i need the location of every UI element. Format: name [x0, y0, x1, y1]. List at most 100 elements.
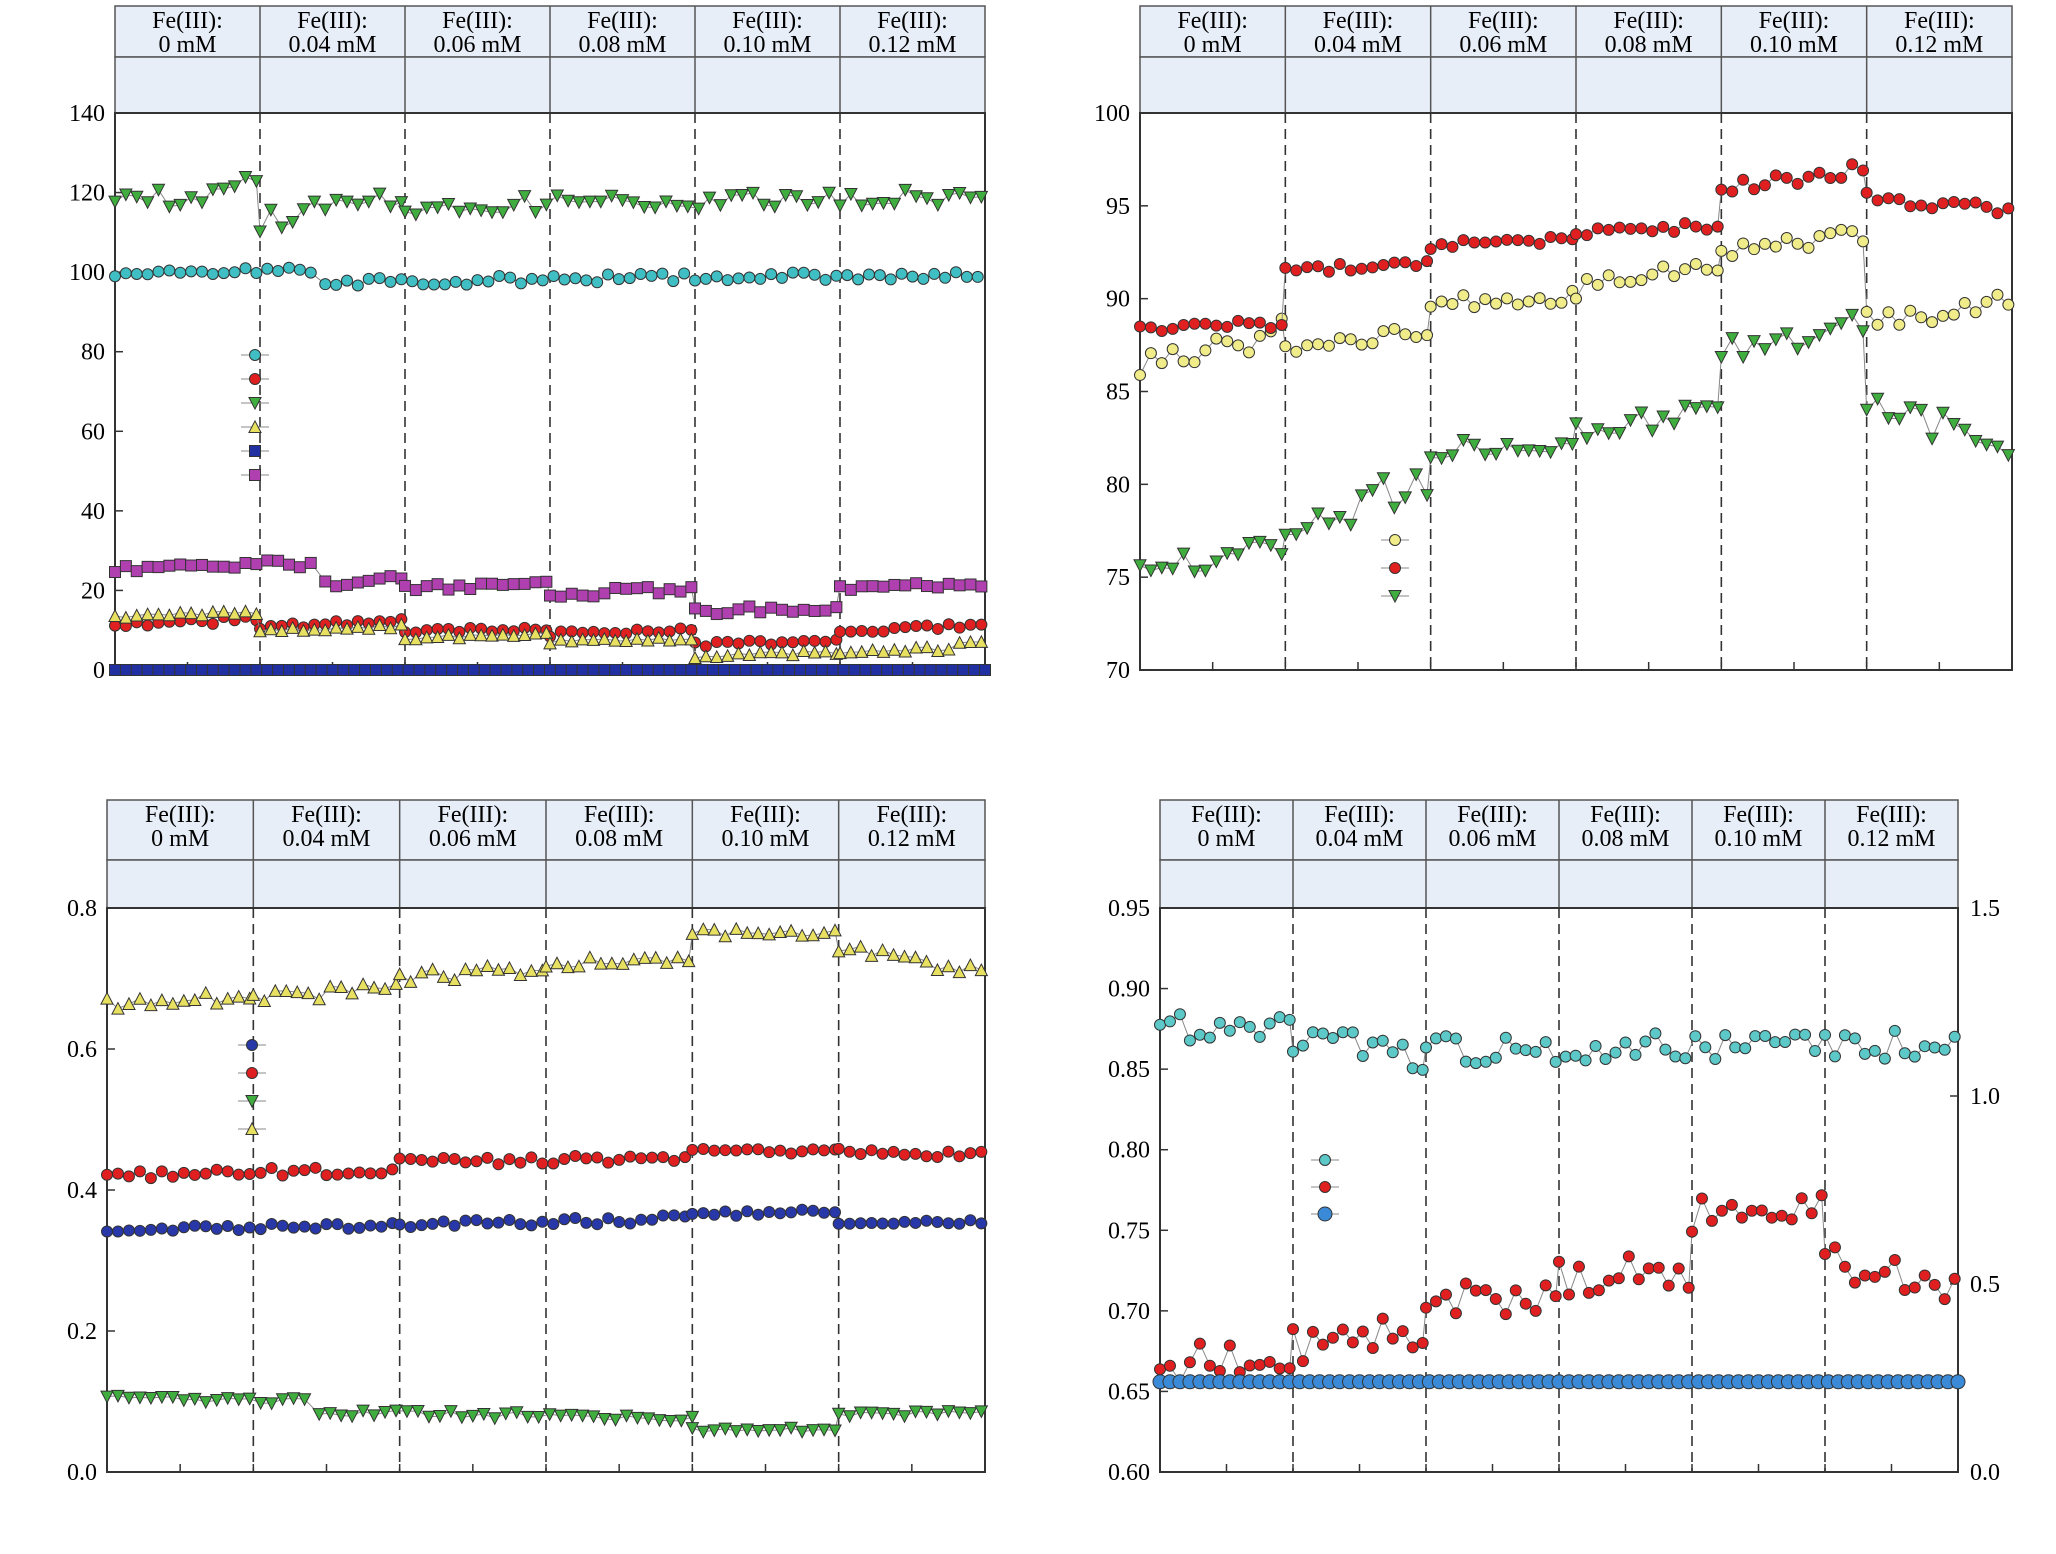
- condition-label: Fe(III): 0.12 mM: [1895, 8, 1983, 58]
- data-point: [378, 981, 392, 995]
- data-point: [1957, 423, 1972, 437]
- data-point: [707, 1424, 722, 1438]
- data-point: [1396, 1038, 1409, 1051]
- data-point: [447, 972, 462, 987]
- data-point: [811, 196, 826, 210]
- data-point: [331, 1168, 344, 1181]
- data-point: [1715, 183, 1728, 196]
- data-point: [119, 664, 132, 676]
- data-point: [144, 1172, 157, 1185]
- condition-label: Fe(III): 0.12 mM: [868, 8, 956, 58]
- data-point: [1365, 484, 1380, 498]
- data-point: [118, 188, 133, 202]
- data-point: [480, 958, 495, 972]
- data-point: [743, 634, 756, 647]
- data-point: [897, 1410, 912, 1424]
- data-point: [1511, 234, 1524, 247]
- data-point: [953, 1150, 966, 1163]
- data-point: [1689, 220, 1702, 233]
- data-point: [974, 962, 989, 977]
- data-point: [699, 604, 712, 617]
- data-point: [1511, 298, 1524, 311]
- data-point: [663, 583, 676, 596]
- data-point: [646, 1213, 659, 1226]
- data-point: [1549, 1290, 1562, 1303]
- data-point: [140, 196, 155, 210]
- condition-label-line: Fe(III):: [1191, 802, 1262, 828]
- data-point: [930, 1408, 945, 1422]
- data-point: [285, 620, 300, 634]
- data-point: [323, 979, 338, 993]
- series-3: [100, 921, 989, 1015]
- y-tick-label: 0.85: [1108, 1057, 1150, 1083]
- legend-marker: [246, 1067, 258, 1079]
- data-point: [1908, 1281, 1921, 1294]
- data-point: [1416, 1336, 1429, 1349]
- data-point: [1445, 449, 1460, 463]
- data-point: [239, 556, 252, 569]
- data-point: [657, 1151, 670, 1164]
- data-point: [1642, 1262, 1655, 1275]
- data-point: [1221, 320, 1234, 333]
- data-point: [544, 664, 556, 676]
- data-point: [604, 956, 619, 970]
- data-point: [1969, 196, 1982, 209]
- data-point: [620, 664, 633, 676]
- data-point: [319, 278, 332, 291]
- y-tick-label: 70: [1106, 658, 1130, 684]
- data-point: [394, 617, 409, 631]
- data-point: [118, 610, 133, 624]
- data-point: [1543, 446, 1558, 460]
- data-point: [750, 664, 763, 676]
- data-point: [1243, 1020, 1256, 1033]
- data-point: [330, 278, 343, 291]
- condition-label: Fe(III): 0.06 mM: [1448, 802, 1536, 852]
- data-point: [1828, 1241, 1841, 1254]
- condition-label-line: 0.08 mM: [575, 826, 663, 852]
- data-point: [952, 635, 967, 649]
- data-point: [1290, 264, 1303, 277]
- data-point: [831, 1407, 846, 1421]
- data-point: [1316, 1338, 1329, 1351]
- data-point: [1479, 1055, 1492, 1068]
- data-point: [641, 1412, 656, 1426]
- data-point: [495, 627, 510, 641]
- data-point: [783, 664, 796, 676]
- data-point: [1591, 278, 1604, 291]
- data-point: [1366, 1341, 1379, 1354]
- data-point: [615, 956, 630, 970]
- data-point: [1858, 1047, 1871, 1060]
- data-point: [1679, 1052, 1692, 1065]
- data-point: [536, 1157, 549, 1170]
- data-point: [481, 1151, 494, 1164]
- data-point: [554, 664, 567, 676]
- data-point: [398, 205, 412, 219]
- y-tick-label: 75: [1106, 565, 1130, 591]
- data-point: [1936, 197, 1949, 210]
- data-point: [865, 1144, 878, 1157]
- condition-label-line: 0.04 mM: [1315, 826, 1403, 852]
- data-point: [323, 1407, 338, 1421]
- data-point: [228, 664, 241, 676]
- data-point: [1312, 338, 1325, 351]
- data-point: [196, 265, 208, 278]
- data-point: [892, 664, 904, 676]
- data-point: [1719, 1029, 1732, 1042]
- data-point: [1232, 314, 1245, 327]
- data-point: [564, 634, 579, 648]
- data-point: [475, 577, 488, 590]
- data-point: [913, 664, 926, 676]
- data-point: [795, 928, 809, 942]
- data-point: [553, 1409, 568, 1423]
- data-point: [1928, 1041, 1941, 1054]
- data-point: [442, 583, 455, 596]
- data-point: [1554, 437, 1569, 451]
- data-point: [1835, 171, 1848, 184]
- data-point: [807, 1204, 820, 1217]
- data-point: [772, 664, 785, 676]
- condition-label: Fe(III): 0.06 mM: [433, 8, 521, 58]
- data-point: [130, 565, 143, 578]
- data-point: [718, 1422, 733, 1436]
- data-point: [921, 580, 933, 593]
